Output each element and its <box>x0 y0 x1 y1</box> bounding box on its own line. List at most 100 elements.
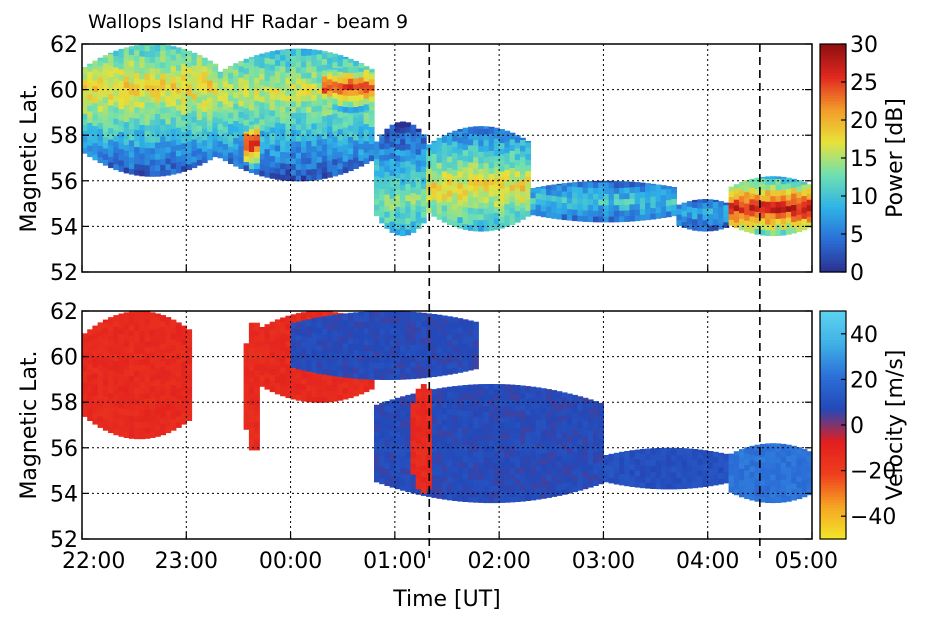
velocity-heatmap-cell <box>462 490 469 497</box>
velocity-heatmap-cell <box>410 403 417 407</box>
velocity-heatmap-cell <box>254 432 260 439</box>
power-heatmap-cell <box>624 204 631 211</box>
power-heatmap-cell <box>613 216 620 223</box>
velocity-heatmap-cell <box>457 332 464 339</box>
velocity-heatmap-cell <box>181 355 187 362</box>
power-heatmap-cell <box>181 80 187 87</box>
velocity-heatmap-cell <box>160 411 166 419</box>
velocity-heatmap-cell <box>514 404 521 411</box>
velocity-heatmap-cell <box>660 448 667 456</box>
velocity-heatmap-cell <box>556 489 563 496</box>
velocity-heatmap-cell <box>128 404 135 411</box>
power-heatmap-cell <box>770 224 777 231</box>
velocity-heatmap-cell <box>452 361 458 369</box>
power-colorbar-swatch <box>820 249 846 253</box>
velocity-heatmap-cell <box>447 397 453 404</box>
velocity-heatmap-cell <box>92 367 99 374</box>
power-heatmap-cell <box>238 94 245 101</box>
velocity-heatmap-cell <box>290 361 297 368</box>
power-heatmap-cell <box>228 152 234 159</box>
power-heatmap-cell <box>228 106 234 113</box>
power-heatmap-cell <box>415 177 422 184</box>
power-heatmap-cell <box>337 88 344 95</box>
power-heatmap-cell <box>650 190 657 197</box>
velocity-heatmap-cell <box>520 409 526 417</box>
velocity-heatmap-cell <box>243 395 250 402</box>
power-heatmap-cell <box>806 210 812 217</box>
velocity-heatmap-cell <box>473 467 479 475</box>
power-heatmap-cell <box>801 182 808 185</box>
velocity-heatmap-cell <box>493 428 500 435</box>
velocity-colorbar-swatch <box>820 484 846 489</box>
power-heatmap-cell <box>796 220 803 227</box>
power-heatmap-cell <box>582 204 589 211</box>
power-heatmap-cell <box>457 182 464 189</box>
power-heatmap-cell <box>785 222 792 229</box>
velocity-heatmap-cell <box>420 343 427 350</box>
power-heatmap-cell <box>504 163 511 170</box>
velocity-heatmap-cell <box>749 471 756 478</box>
power-heatmap-cell <box>587 215 594 223</box>
power-heatmap-cell <box>660 194 667 201</box>
velocity-heatmap-cell <box>483 474 490 481</box>
power-heatmap-cell <box>321 172 328 179</box>
velocity-heatmap-cell <box>447 345 453 352</box>
velocity-region <box>728 443 812 504</box>
power-heatmap-cell <box>332 69 339 76</box>
velocity-heatmap-cell <box>311 332 318 339</box>
power-heatmap-cell <box>561 183 568 186</box>
velocity-heatmap-cell <box>676 448 683 450</box>
velocity-heatmap-cell <box>514 495 521 502</box>
velocity-heatmap-cell <box>290 323 297 329</box>
velocity-heatmap-cell <box>551 484 558 492</box>
power-heatmap-cell <box>394 206 401 213</box>
power-heatmap-cell <box>128 60 135 67</box>
velocity-heatmap-cell <box>274 348 281 355</box>
power-heatmap-cell <box>347 101 354 108</box>
power-heatmap-cell <box>134 157 140 165</box>
power-heatmap-cell <box>499 193 505 201</box>
velocity-heatmap-cell <box>87 397 93 404</box>
velocity-heatmap-cell <box>400 450 406 457</box>
power-heatmap-cell <box>321 87 328 94</box>
power-heatmap-cell <box>160 135 166 143</box>
velocity-heatmap-cell <box>712 473 719 480</box>
velocity-heatmap-cell <box>285 374 292 381</box>
velocity-heatmap-cell <box>582 477 589 484</box>
power-heatmap-cell <box>259 130 266 137</box>
velocity-heatmap-cell <box>274 365 281 372</box>
velocity-heatmap-cell <box>410 315 417 323</box>
power-heatmap-cell <box>316 93 323 100</box>
power-heatmap-cell <box>379 171 385 178</box>
power-heatmap-cell <box>248 81 255 88</box>
power-heatmap-cell <box>113 158 120 165</box>
velocity-heatmap-cell <box>394 482 401 490</box>
velocity-heatmap-cell <box>165 409 172 416</box>
velocity-heatmap-cell <box>473 351 479 358</box>
velocity-heatmap-cell <box>426 403 432 410</box>
power-heatmap-cell <box>639 185 646 193</box>
power-heatmap-cell <box>217 112 224 119</box>
power-heatmap-cell <box>274 116 281 123</box>
power-heatmap-cell <box>196 55 203 58</box>
velocity-heatmap-cell <box>754 461 761 468</box>
power-heatmap-cell <box>347 153 354 160</box>
power-heatmap-cell <box>520 202 526 209</box>
velocity-heatmap-cell <box>155 379 161 386</box>
power-heatmap-cell <box>551 189 558 196</box>
power-heatmap-cell <box>629 186 636 193</box>
power-colorbar-tick-label: 5 <box>850 223 864 248</box>
velocity-heatmap-cell <box>493 422 500 429</box>
velocity-heatmap-cell <box>389 435 396 442</box>
velocity-heatmap-cell <box>311 311 318 318</box>
velocity-heatmap-cell <box>718 461 724 468</box>
velocity-heatmap-cell <box>301 335 307 342</box>
velocity-heatmap-cell <box>634 458 641 465</box>
velocity-heatmap-cell <box>327 369 333 376</box>
power-colorbar-swatch <box>820 49 846 54</box>
velocity-heatmap-cell <box>540 395 547 402</box>
velocity-heatmap-cell <box>134 370 140 377</box>
velocity-heatmap-cell <box>128 329 135 337</box>
power-heatmap-cell <box>160 141 166 148</box>
velocity-heatmap-cell <box>295 345 302 353</box>
